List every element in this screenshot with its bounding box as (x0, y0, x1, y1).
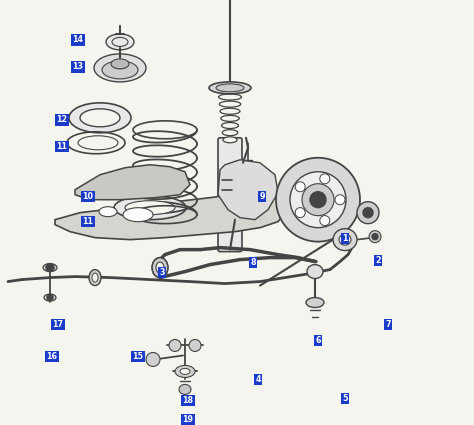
Text: 15: 15 (133, 352, 144, 361)
Circle shape (295, 182, 305, 192)
Text: 3: 3 (159, 268, 165, 277)
Ellipse shape (152, 258, 168, 278)
Ellipse shape (156, 262, 164, 273)
Circle shape (46, 264, 54, 272)
Circle shape (189, 340, 201, 351)
Circle shape (363, 208, 373, 218)
Text: 11: 11 (56, 142, 67, 151)
Polygon shape (55, 190, 290, 240)
Text: 11: 11 (82, 217, 93, 226)
Ellipse shape (307, 265, 323, 278)
Text: 8: 8 (250, 258, 256, 267)
Text: 7: 7 (385, 320, 391, 329)
Ellipse shape (175, 366, 195, 377)
Ellipse shape (221, 116, 239, 122)
Ellipse shape (179, 384, 191, 394)
Text: 17: 17 (53, 320, 64, 329)
Ellipse shape (209, 82, 251, 94)
Ellipse shape (89, 269, 101, 286)
Circle shape (372, 234, 378, 240)
Text: 2: 2 (375, 256, 381, 265)
Ellipse shape (339, 234, 351, 245)
Circle shape (302, 184, 334, 215)
FancyBboxPatch shape (218, 138, 242, 252)
Circle shape (369, 231, 381, 243)
Ellipse shape (333, 229, 357, 251)
Ellipse shape (222, 130, 238, 136)
Ellipse shape (218, 87, 242, 93)
Circle shape (320, 215, 330, 226)
Ellipse shape (69, 103, 131, 133)
Ellipse shape (106, 34, 134, 50)
Ellipse shape (43, 264, 57, 272)
Circle shape (295, 208, 305, 218)
Text: 18: 18 (182, 396, 193, 405)
Text: 9: 9 (259, 192, 265, 201)
Ellipse shape (102, 61, 138, 79)
Ellipse shape (44, 294, 56, 301)
Ellipse shape (221, 122, 238, 128)
Ellipse shape (94, 54, 146, 82)
Circle shape (335, 195, 345, 205)
Text: 5: 5 (342, 394, 348, 403)
Text: 4: 4 (255, 375, 261, 384)
Polygon shape (218, 160, 278, 220)
Text: 10: 10 (82, 192, 93, 201)
Circle shape (357, 202, 379, 224)
Text: 6: 6 (315, 336, 321, 345)
Circle shape (169, 340, 181, 351)
Ellipse shape (180, 368, 190, 374)
Circle shape (290, 172, 346, 228)
Polygon shape (75, 165, 190, 200)
Ellipse shape (99, 207, 117, 217)
Ellipse shape (114, 196, 186, 220)
Ellipse shape (306, 298, 324, 308)
Text: 19: 19 (182, 415, 193, 424)
Circle shape (310, 192, 326, 208)
Ellipse shape (125, 201, 175, 215)
Text: 12: 12 (56, 115, 68, 125)
Circle shape (276, 158, 360, 242)
Ellipse shape (216, 84, 244, 92)
Ellipse shape (219, 101, 241, 107)
Ellipse shape (220, 108, 240, 114)
Text: 13: 13 (73, 62, 83, 71)
Ellipse shape (223, 137, 237, 143)
Ellipse shape (92, 273, 98, 282)
Ellipse shape (123, 208, 153, 222)
Ellipse shape (111, 59, 129, 69)
Circle shape (320, 174, 330, 184)
Ellipse shape (219, 94, 241, 100)
Text: 14: 14 (73, 35, 83, 45)
Text: 16: 16 (46, 352, 57, 361)
Circle shape (47, 295, 53, 300)
Ellipse shape (80, 109, 120, 127)
Circle shape (146, 352, 160, 366)
Text: 1: 1 (342, 234, 348, 243)
